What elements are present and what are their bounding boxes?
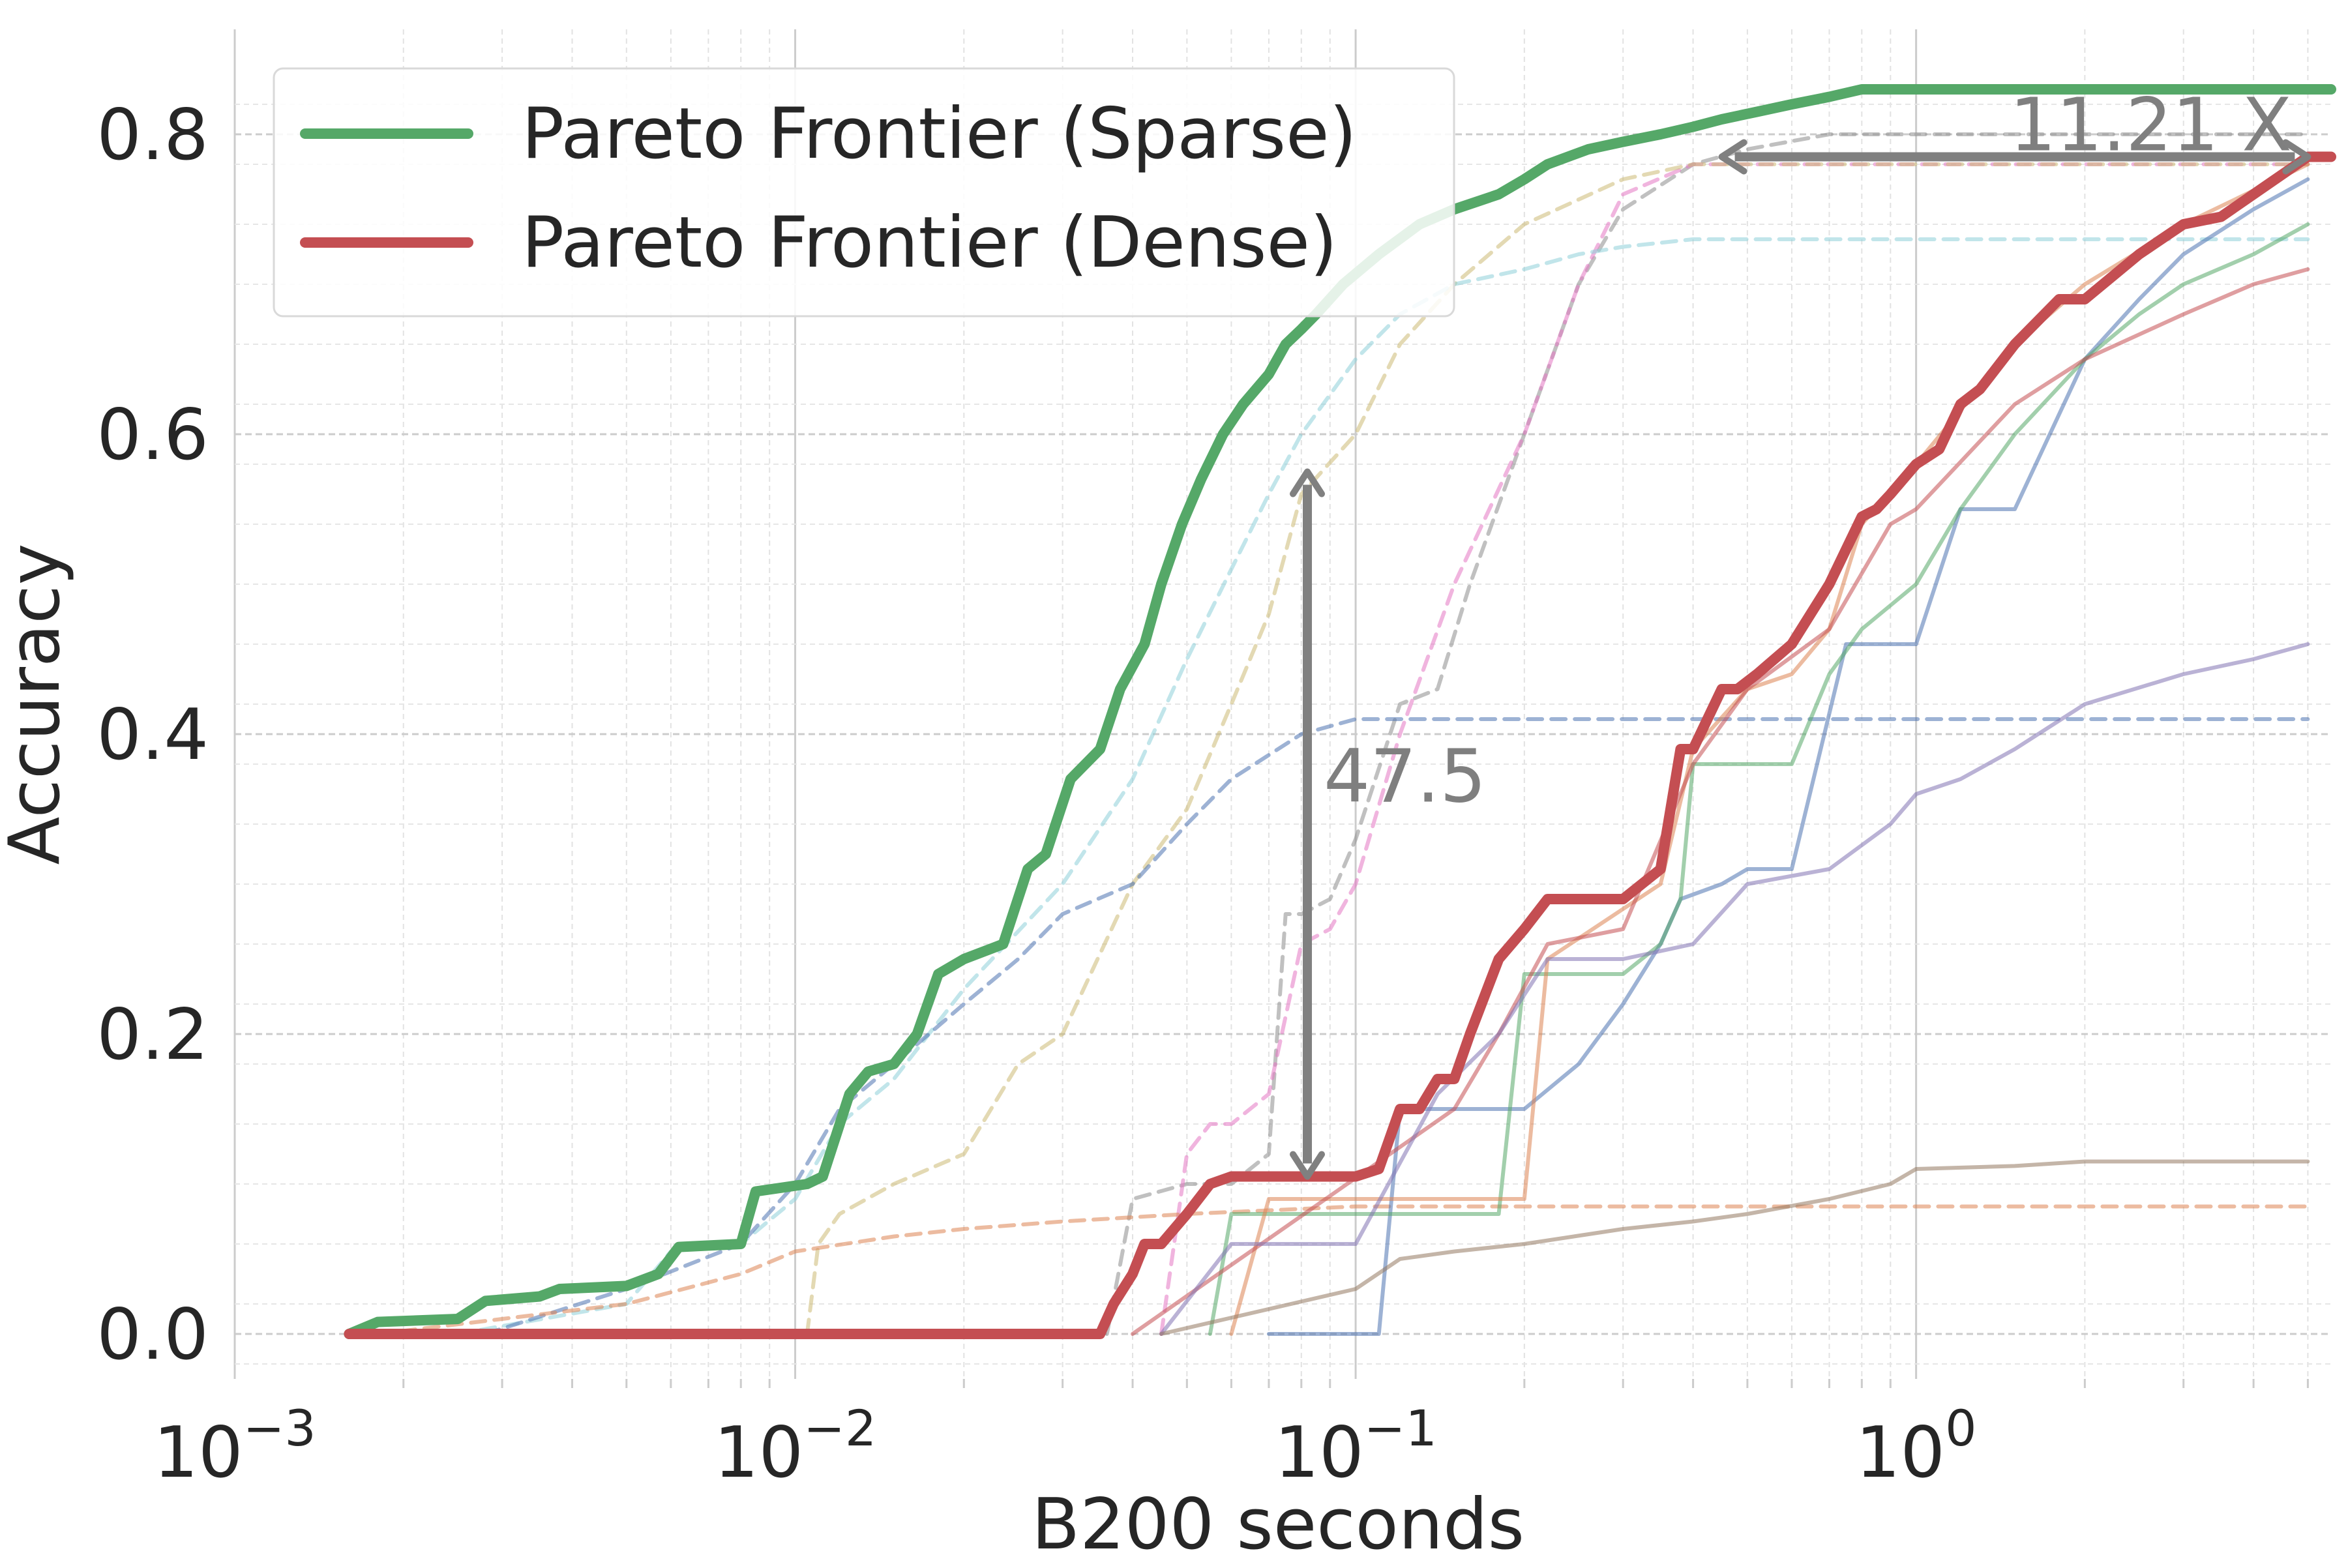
annotation-speedup-accuracy: 47.5	[1324, 735, 1486, 820]
series-line-7	[376, 1204, 2310, 1336]
frontier-line-sparse	[344, 84, 2336, 1339]
y-tick-label: 0.8	[97, 95, 209, 176]
series-line-2	[1105, 132, 2310, 1336]
legend-label-dense: Pareto Frontier (Dense)	[522, 202, 1337, 284]
y-tick-label: 0.4	[97, 694, 209, 776]
series-line-6	[483, 717, 2310, 1336]
x-tick-label: 10−1	[1274, 1399, 1436, 1494]
series-line-11	[1131, 267, 2310, 1336]
legend-box	[273, 67, 1455, 318]
y-tick-label: 0.0	[97, 1294, 209, 1376]
series-line-9	[1208, 222, 2310, 1336]
background-series	[376, 132, 2310, 1336]
series-line-4	[805, 162, 2310, 1336]
series-line-13	[1159, 1159, 2310, 1336]
arrow-head-left	[1718, 139, 1747, 175]
series-line-5	[456, 237, 2310, 1336]
x-tick-label: 100	[1856, 1399, 1977, 1494]
x-tick-label: 10−3	[153, 1399, 316, 1494]
series-line-8	[1266, 177, 2310, 1336]
frontier-line-dense	[344, 151, 2336, 1339]
x-tick-base: 10	[1274, 1412, 1363, 1494]
legend: Pareto Frontier (Sparse) Pareto Frontier…	[273, 67, 1455, 318]
x-tick-label: 10−2	[714, 1399, 876, 1494]
x-axis-label: B200 seconds	[1032, 1484, 1524, 1565]
series-line-12	[1159, 642, 2310, 1336]
arrow-head-up	[1290, 468, 1325, 497]
legend-label-sparse: Pareto Frontier (Sparse)	[522, 93, 1357, 175]
arrow-head-right	[2282, 139, 2311, 175]
x-tick-exponent: −2	[803, 1399, 876, 1457]
x-tick-base: 10	[714, 1412, 803, 1494]
annotations: 47.511.21 X	[1290, 83, 2311, 1180]
y-tick-label: 0.6	[97, 394, 209, 476]
y-tick-label: 0.2	[97, 994, 209, 1076]
x-tick-exponent: −1	[1364, 1399, 1437, 1457]
frontier-series	[344, 84, 2336, 1339]
x-tick-exponent: 0	[1945, 1399, 1976, 1457]
x-tick-base: 10	[1856, 1412, 1945, 1494]
axes: B200 seconds Accuracy 0.00.20.40.60.810−…	[0, 95, 1977, 1565]
x-tick-exponent: −3	[243, 1399, 316, 1457]
x-tick-base: 10	[153, 1412, 243, 1494]
y-axis-label: Accuracy	[0, 543, 76, 865]
series-line-3	[1159, 162, 2310, 1336]
arrow-head-down	[1290, 1151, 1325, 1180]
